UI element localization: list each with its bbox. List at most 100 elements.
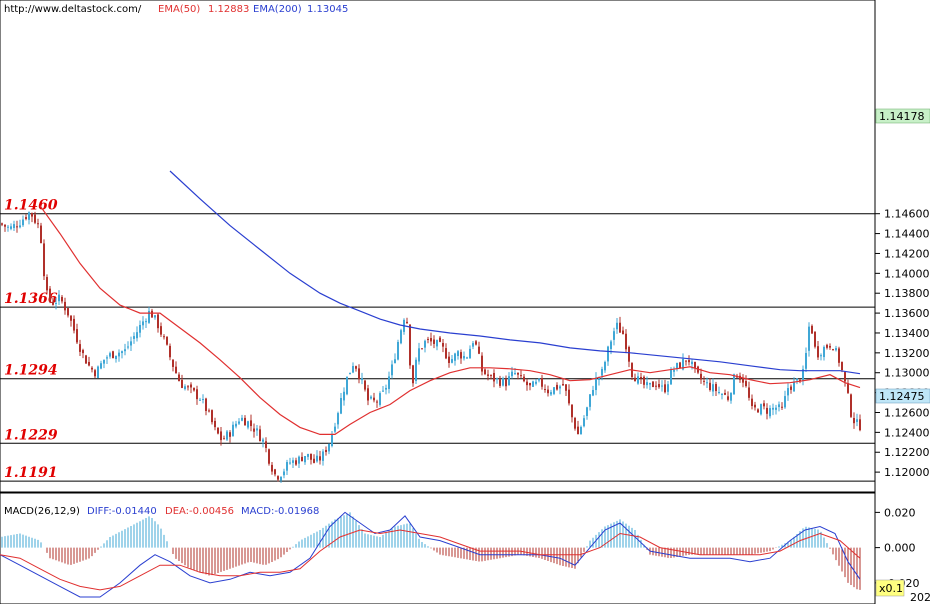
scale-badge[interactable]: [875, 579, 905, 597]
candle-body: [328, 443, 330, 452]
macd-value: MACD:-0.01968: [241, 506, 319, 517]
candle-body: [25, 217, 27, 219]
macd-name: MACD(26,12,9): [4, 506, 80, 517]
candle-body: [439, 337, 441, 342]
candle-body: [334, 426, 336, 432]
last-price-marker-text: 1.12475: [879, 390, 925, 403]
candle-body: [181, 379, 183, 388]
main-panel: [0, 0, 876, 493]
candle-body: [511, 371, 513, 377]
level-label: 1.1460: [4, 198, 58, 214]
price-tick-label: 1.14600: [884, 208, 930, 221]
candle-body: [652, 381, 654, 388]
candle-body: [499, 379, 501, 386]
candle-body: [442, 342, 444, 347]
candle-body: [751, 398, 753, 407]
candle-body: [160, 326, 162, 335]
candle-body: [529, 382, 531, 386]
candle-body: [436, 340, 438, 347]
candle-body: [73, 318, 75, 331]
candle-body: [625, 333, 627, 350]
candle-body: [601, 369, 603, 376]
candle-body: [205, 398, 207, 411]
price-tick-label: 1.14400: [884, 228, 930, 241]
ema200-value: 1.13045: [307, 4, 348, 15]
candle-body: [397, 341, 399, 360]
candlestick-series: [1, 211, 861, 483]
candle-body: [709, 382, 711, 391]
candle-body: [220, 431, 222, 441]
candle-body: [40, 225, 42, 243]
candle-body: [184, 386, 186, 390]
candle-body: [535, 381, 537, 384]
candle-body: [472, 343, 474, 347]
price-tick-label: 1.13800: [884, 287, 930, 300]
candle-body: [487, 374, 489, 376]
candle-body: [523, 376, 525, 382]
candle-body: [811, 325, 813, 334]
candle-body: [304, 455, 306, 463]
candle-body: [307, 453, 309, 457]
candle-body: [628, 347, 630, 362]
candle-body: [292, 460, 294, 463]
candle-body: [787, 388, 789, 396]
support-resistance-levels: 1.1460 1.1366 1.1294 1.1229 1.1191: [0, 198, 875, 482]
top-price-marker-text: 1.14178: [879, 110, 925, 123]
macd-dea-line: [0, 529, 861, 591]
candle-body: [283, 471, 285, 476]
candle-body: [37, 223, 39, 225]
candle-body: [577, 426, 579, 435]
candle-body: [505, 379, 507, 387]
candle-body: [682, 358, 684, 370]
candle-body: [817, 346, 819, 358]
candle-body: [82, 350, 84, 354]
candle-body: [295, 460, 297, 465]
macd-dea-value: DEA:-0.00456: [165, 506, 234, 517]
candle-body: [349, 372, 351, 375]
candle-body: [100, 363, 102, 369]
candle-body: [319, 456, 321, 461]
candle-body: [190, 384, 192, 388]
candle-body: [226, 431, 228, 440]
candle-body: [655, 385, 657, 387]
candle-body: [676, 362, 678, 369]
candle-body: [478, 346, 480, 354]
price-tick-label: 1.13200: [884, 347, 930, 360]
price-tick-label: 1.12600: [884, 406, 930, 419]
candle-body: [391, 364, 393, 376]
candle-body: [712, 384, 714, 392]
candle-body: [421, 348, 423, 350]
level-label: 1.1191: [4, 465, 58, 481]
candle-body: [556, 384, 558, 390]
candle-body: [796, 378, 798, 381]
candle-body: [148, 310, 150, 323]
candle-body: [10, 226, 12, 229]
candle-body: [256, 428, 258, 431]
candle-body: [838, 348, 840, 363]
candle-body: [343, 391, 345, 401]
candle-body: [433, 339, 435, 344]
candle-body: [130, 341, 132, 346]
candle-body: [673, 370, 675, 372]
candle-body: [703, 380, 705, 382]
candle-body: [544, 388, 546, 390]
macd-tick-label: 0.020: [884, 506, 916, 519]
candle-body: [406, 321, 408, 323]
candle-body: [598, 377, 600, 380]
candle-body: [646, 382, 648, 386]
candle-body: [679, 362, 681, 369]
candle-body: [340, 397, 342, 414]
candle-body: [196, 389, 198, 400]
candle-body: [250, 420, 252, 427]
candle-body: [427, 338, 429, 340]
candle-body: [58, 294, 60, 302]
candle-body: [706, 382, 708, 384]
candle-body: [691, 361, 693, 365]
top-price-marker: [875, 108, 930, 124]
candle-body: [802, 369, 804, 381]
candle-body: [850, 394, 852, 417]
candle-body: [361, 378, 363, 381]
candle-body: [757, 409, 759, 413]
candle-body: [178, 374, 180, 382]
